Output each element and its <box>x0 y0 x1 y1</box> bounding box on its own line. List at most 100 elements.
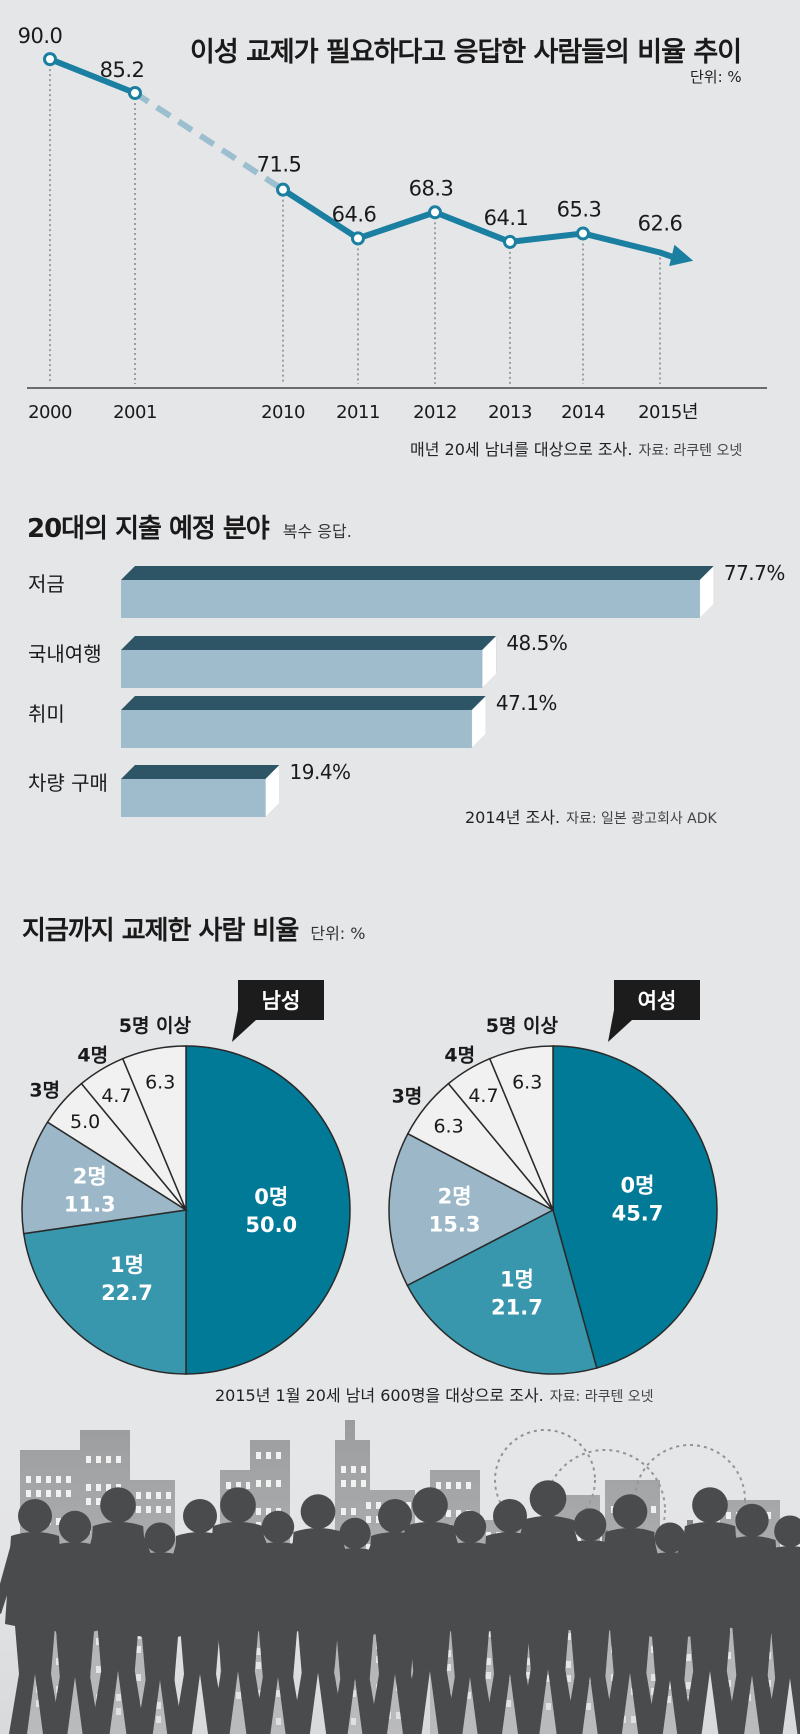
category-label-2: 취미 <box>28 702 65 726</box>
pie-0-slice-2 <box>21 1121 189 1235</box>
value-label-2013: 64.1 <box>484 206 529 230</box>
bar-top-2 <box>121 696 486 710</box>
line-chart-source: 자료: 라쿠텐 오넷 <box>638 443 743 459</box>
line-chart-unit: 단위: % <box>690 68 742 86</box>
bar-chart-source-line: 2014년 조사. 자료: 일본 광고회사 ADK <box>465 804 717 828</box>
pie-1-label-2: 2명 <box>438 1185 472 1209</box>
pie-0-label-4: 4명 <box>77 1045 108 1067</box>
x-tick-2015년: 2015년 <box>638 402 698 423</box>
pie-1-label-0: 0명 <box>621 1174 655 1198</box>
pie-0-value-2: 11.3 <box>64 1192 116 1216</box>
pie-1-value-1: 21.7 <box>491 1296 543 1320</box>
pie-0-badge-box <box>238 980 324 1020</box>
pie-0-label-2: 2명 <box>73 1164 107 1188</box>
point-marker-2000 <box>43 52 57 67</box>
pie-0-label-3: 3명 <box>29 1080 60 1102</box>
point-marker-2001 <box>128 85 142 100</box>
value-label-2014: 65.3 <box>557 197 602 221</box>
x-tick-2000: 2000 <box>28 402 72 423</box>
x-tick-2010: 2010 <box>261 402 305 423</box>
value-label-2010: 71.5 <box>257 153 302 177</box>
x-tick-2001: 2001 <box>113 402 157 423</box>
bar-chart-title: 20대의 지출 예정 분야 <box>27 514 270 544</box>
value-label-0: 77.7% <box>724 561 785 585</box>
pie-1-value-2: 15.3 <box>429 1213 481 1237</box>
value-label-3: 19.4% <box>290 760 351 784</box>
pie-0-badge-pointer <box>232 1010 256 1042</box>
line-chart-source-line: 매년 20세 남녀를 대상으로 조사. 자료: 라쿠텐 오넷 <box>410 436 742 460</box>
pie-1-slice-2 <box>388 1132 555 1287</box>
bar-저금 <box>121 580 700 618</box>
pie-0-badge: 남성 <box>262 989 301 1013</box>
pie-1-badge-box <box>614 980 700 1020</box>
bar-국내여행 <box>121 650 483 688</box>
line-chart-note: 매년 20세 남녀를 대상으로 조사. <box>410 440 633 459</box>
series-line-early <box>48 56 137 96</box>
value-label-2015년: 62.6 <box>638 211 683 235</box>
bar-chart: 저금 77.7% 국내여행 48.5% 취미 47.1% 차량 구매 19.4% <box>28 561 785 818</box>
pie-0-slice-1 <box>22 1209 187 1375</box>
point-marker-2011 <box>351 231 365 246</box>
value-label-2000: 90.0 <box>18 24 63 48</box>
point-marker-2010 <box>276 182 290 197</box>
bar-chart-source: 자료: 일본 광고회사 ADK <box>566 811 717 827</box>
pie-chart-note: 2015년 1월 20세 남녀 600명을 대상으로 조사. <box>215 1386 544 1405</box>
x-tick-2011: 2011 <box>336 402 380 423</box>
line-chart-title: 이성 교제가 필요하다고 응답한 사람들의 비율 추이 <box>190 37 742 68</box>
pie-1-badge: 여성 <box>638 989 677 1013</box>
pie-1-slice-1 <box>406 1208 598 1375</box>
pie-1-slice-5 <box>488 1045 554 1211</box>
pie-1-label-5: 5명 이상 <box>486 1015 559 1037</box>
x-tick-2013: 2013 <box>488 402 532 423</box>
point-marker-2013 <box>503 234 517 249</box>
point-marker-2014 <box>576 226 590 241</box>
value-label-2012: 68.3 <box>409 176 454 200</box>
x-tick-2014: 2014 <box>561 402 605 423</box>
value-label-2: 47.1% <box>496 691 557 715</box>
bar-chart-note: 2014년 조사. <box>465 808 561 827</box>
pie-chart-title: 지금까지 교제한 사람 비율 <box>22 916 299 946</box>
bar-chart-title-row: 20대의 지출 예정 분야 복수 응답. <box>27 508 352 545</box>
pie-0-value-5: 6.3 <box>145 1071 175 1093</box>
bar-차량 구매 <box>121 779 266 817</box>
pie-1-value-0: 45.7 <box>612 1202 664 1226</box>
pie-0-label-1: 1명 <box>110 1253 144 1277</box>
pie-0-slice-5 <box>121 1045 187 1211</box>
pie-1-value-5: 6.3 <box>512 1071 542 1093</box>
pie-charts: 0명 50.0 1명 22.7 2명 11.3 5.0 3명 4.7 4명 6.3 5명 이상 남성 0명… <box>21 980 718 1375</box>
pie-chart-unit: 단위: % <box>310 924 366 943</box>
gap-dashed-segment <box>133 90 285 193</box>
bar-top-3 <box>121 765 280 779</box>
category-label-0: 저금 <box>28 572 65 596</box>
pie-0-label-5: 5명 이상 <box>119 1015 192 1037</box>
value-label-1: 48.5% <box>506 631 567 655</box>
bar-chart-subtitle: 복수 응답. <box>282 522 352 541</box>
city-crowd-illustration <box>0 1410 800 1734</box>
pie-1-badge-pointer <box>608 1010 632 1042</box>
person-silhouette-19 <box>743 1515 800 1734</box>
bar-top-1 <box>121 636 497 650</box>
pie-1-label-3: 3명 <box>392 1085 423 1107</box>
pie-1-value-4: 4.7 <box>468 1085 498 1107</box>
category-label-1: 국내여행 <box>28 642 102 666</box>
bar-top-0 <box>121 566 714 580</box>
x-tick-2012: 2012 <box>413 402 457 423</box>
pie-chart-source-line: 2015년 1월 20세 남녀 600명을 대상으로 조사. 자료: 라쿠텐 오넷 <box>215 1382 654 1406</box>
category-label-3: 차량 구매 <box>28 771 108 795</box>
pie-0-value-0: 50.0 <box>245 1213 297 1237</box>
point-marker-2012 <box>428 205 442 220</box>
series-arrowhead <box>669 244 694 267</box>
pie-0-label-0: 0명 <box>254 1185 288 1209</box>
value-label-2011: 64.6 <box>332 202 377 226</box>
pie-0-value-1: 22.7 <box>101 1281 153 1305</box>
value-label-2001: 85.2 <box>100 58 145 82</box>
pie-1-label-1: 1명 <box>500 1268 534 1292</box>
pie-0-value-3: 5.0 <box>70 1111 100 1133</box>
pie-0-value-4: 4.7 <box>101 1085 131 1107</box>
pie-1-slice-0 <box>552 1045 718 1369</box>
line-chart: 90.0 85.2 71.5 64.6 68.3 64.1 65.3 62.6 2000 2001… <box>18 24 767 423</box>
pie-1-value-3: 6.3 <box>433 1115 463 1137</box>
pie-0-slice-0 <box>185 1045 351 1375</box>
bar-취미 <box>121 710 472 748</box>
pie-chart-source: 자료: 라쿠텐 오넷 <box>549 1389 654 1405</box>
